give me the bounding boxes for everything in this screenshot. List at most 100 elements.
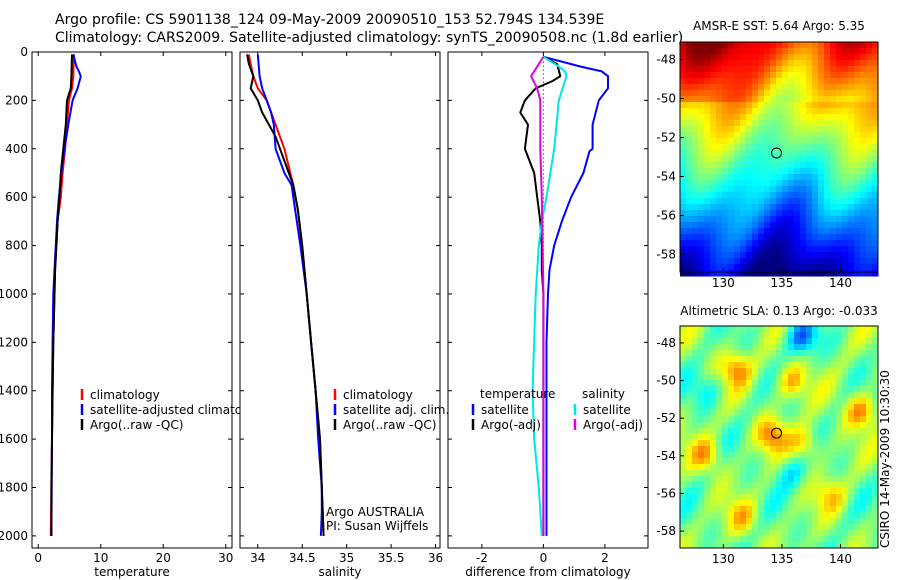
sla-map-cell <box>830 482 837 489</box>
sla-map-cell <box>710 410 717 417</box>
sla-map-cell <box>722 404 729 411</box>
sst-map-cell <box>740 144 747 151</box>
sst-map-cell <box>800 246 807 253</box>
sla-map-cell <box>812 464 819 471</box>
sla-map-cell <box>800 524 807 531</box>
sst-map-cell <box>842 168 849 175</box>
sla-map-cell <box>866 530 873 537</box>
sla-map-cell <box>872 326 879 333</box>
sla-map-cell <box>776 362 783 369</box>
sla-map-cell <box>872 350 879 357</box>
sst-map-cell <box>872 228 879 235</box>
sla-map-cell <box>716 500 723 507</box>
sst-map-cell <box>824 192 831 199</box>
sst-map-cell <box>854 234 861 241</box>
sla-map-cell <box>776 440 783 447</box>
sst-map-cell <box>764 192 771 199</box>
sla-map-cell <box>740 326 747 333</box>
sla-map-cell <box>818 512 825 519</box>
sst-map-cell <box>842 198 849 205</box>
sst-map-cell <box>686 174 693 181</box>
sla-map-cell <box>776 380 783 387</box>
sst-map-cell <box>752 210 759 217</box>
sst-map-cell <box>686 132 693 139</box>
sla-map-cell <box>806 362 813 369</box>
sla-map-cell <box>866 344 873 351</box>
sla-map-cell <box>734 458 741 465</box>
sst-map-cell <box>872 216 879 223</box>
sst-map-cell <box>824 180 831 187</box>
sst-map-cell <box>710 42 717 49</box>
sst-map-cell <box>830 174 837 181</box>
temperature-xtick-label: 10 <box>93 551 108 565</box>
sla-map-cell <box>788 530 795 537</box>
sst-map-cell <box>794 66 801 73</box>
sst-map-cell <box>854 192 861 199</box>
sla-map-cell <box>806 428 813 435</box>
sla-map-cell <box>776 404 783 411</box>
legend-label: Argo(-adj) <box>583 418 643 432</box>
sst-map-cell <box>806 114 813 121</box>
sla-map-cell <box>806 344 813 351</box>
sst-map-cell <box>806 90 813 97</box>
sst-map-cell <box>854 216 861 223</box>
sla-map-cell <box>740 386 747 393</box>
sla-map-cell <box>776 494 783 501</box>
sst-map-cell <box>854 114 861 121</box>
sla-map-cell <box>788 404 795 411</box>
sst-map-cell <box>746 258 753 265</box>
sla-map-cell <box>716 458 723 465</box>
sst-map-cell <box>710 126 717 133</box>
sst-map-cell <box>680 102 687 109</box>
sla-map-cell <box>740 350 747 357</box>
sla-map-cell <box>776 506 783 513</box>
sla-map-cell <box>680 488 687 495</box>
sst-map-cell <box>800 102 807 109</box>
sla-map-cell <box>782 428 789 435</box>
sla-map-cell <box>830 524 837 531</box>
sst-map-cell <box>824 60 831 67</box>
sla-map-cell <box>854 530 861 537</box>
sst-map-cell <box>848 198 855 205</box>
sst-map-cell <box>788 78 795 85</box>
sst-map-cell <box>866 108 873 115</box>
sla-map-cell <box>764 494 771 501</box>
sst-map-cell <box>698 240 705 247</box>
sst-map-cell <box>746 144 753 151</box>
sla-map-cell <box>704 428 711 435</box>
sst-map-cell <box>704 114 711 121</box>
sla-map-cell <box>692 470 699 477</box>
sla-map-cell <box>680 506 687 513</box>
sst-map-cell <box>770 258 777 265</box>
sst-map-cell <box>842 228 849 235</box>
sla-map-cell <box>686 488 693 495</box>
sla-map-cell <box>740 404 747 411</box>
sst-map-cell <box>866 234 873 241</box>
sst-map-cell <box>800 84 807 91</box>
sst-map-cell <box>812 216 819 223</box>
sla-map-cell <box>764 404 771 411</box>
sla-map-cell <box>758 404 765 411</box>
sst-map-cell <box>812 96 819 103</box>
sst-map-cell <box>836 270 843 277</box>
sst-map-cell <box>788 66 795 73</box>
sla-map-cell <box>764 482 771 489</box>
sla-map-cell <box>740 338 747 345</box>
sla-map-cell <box>680 392 687 399</box>
sst-map-cell <box>872 144 879 151</box>
sla-map-cell <box>782 392 789 399</box>
sla-map-cell <box>686 506 693 513</box>
sla-map-cell <box>734 392 741 399</box>
sla-map-cell <box>710 506 717 513</box>
sla-map-cell <box>680 380 687 387</box>
legend-label: Argo(..raw -QC) <box>90 418 183 432</box>
sst-map-cell <box>728 180 735 187</box>
sla-map-cell <box>872 440 879 447</box>
sla-map-cell <box>854 500 861 507</box>
sst-map-cell <box>824 210 831 217</box>
sst-map-cell <box>788 216 795 223</box>
sla-map-cell <box>740 398 747 405</box>
sla-map-cell <box>758 434 765 441</box>
sst-map-cell <box>854 186 861 193</box>
sla-map-cell <box>752 356 759 363</box>
